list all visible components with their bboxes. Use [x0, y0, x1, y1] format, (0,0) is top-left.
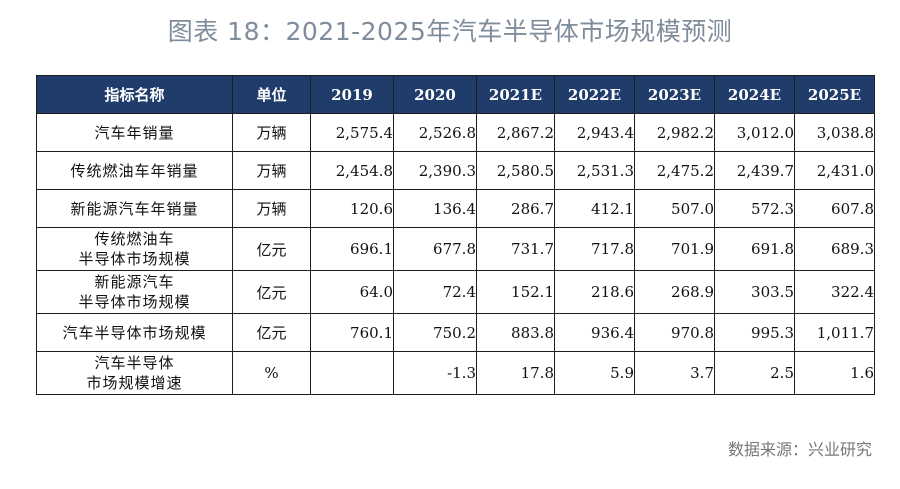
row-name-text: 传统燃油车 — [94, 230, 175, 248]
value-cell: 303.5 — [714, 270, 795, 314]
row-name-text: 新能源汽车 — [94, 273, 175, 291]
value-cell: 1,011.7 — [794, 313, 875, 352]
header-cell: 2021E — [476, 75, 555, 114]
value-cell: 760.1 — [310, 313, 394, 352]
row-name-text: 半导体市场规模 — [78, 250, 191, 268]
unit-cell: 万辆 — [232, 189, 311, 228]
table-row: 汽车年销量 万辆 2,575.4 2,526.8 2,867.2 2,943.4… — [36, 113, 875, 152]
forecast-table: 指标名称 单位 2019 2020 2021E 2022E 2023E 2024… — [36, 75, 875, 395]
header-cell: 2019 — [310, 75, 394, 114]
row-name-text: 市场规模增速 — [86, 374, 183, 392]
value-cell: 750.2 — [393, 313, 477, 352]
value-cell: 2,580.5 — [476, 151, 555, 190]
value-cell: 2,439.7 — [714, 151, 795, 190]
value-cell: 507.0 — [634, 189, 715, 228]
value-cell: 607.8 — [794, 189, 875, 228]
value-cell: 2,943.4 — [554, 113, 635, 152]
value-cell: 17.8 — [476, 351, 555, 395]
value-cell: 995.3 — [714, 313, 795, 352]
row-name-text: 汽车年销量 — [94, 123, 175, 142]
value-cell: 717.8 — [554, 227, 635, 271]
row-name-text: 半导体市场规模 — [78, 293, 191, 311]
row-name-cell: 新能源汽车 半导体市场规模 — [36, 270, 233, 314]
value-cell: 691.8 — [714, 227, 795, 271]
header-cell: 指标名称 — [36, 75, 233, 114]
value-cell: 2,867.2 — [476, 113, 555, 152]
value-cell — [310, 351, 394, 395]
value-cell: 72.4 — [393, 270, 477, 314]
value-cell: 883.8 — [476, 313, 555, 352]
value-cell: 64.0 — [310, 270, 394, 314]
row-name-text: 传统燃油车年销量 — [70, 161, 199, 180]
table-row: 新能源汽车 半导体市场规模 亿元 64.0 72.4 152.1 218.6 2… — [36, 270, 875, 314]
value-cell: -1.3 — [393, 351, 477, 395]
header-cell: 2025E — [794, 75, 875, 114]
table-row: 汽车半导体市场规模 亿元 760.1 750.2 883.8 936.4 970… — [36, 313, 875, 352]
table-header-row: 指标名称 单位 2019 2020 2021E 2022E 2023E 2024… — [36, 75, 875, 114]
value-cell: 2,390.3 — [393, 151, 477, 190]
value-cell: 152.1 — [476, 270, 555, 314]
value-cell: 677.8 — [393, 227, 477, 271]
table-row: 传统燃油车年销量 万辆 2,454.8 2,390.3 2,580.5 2,53… — [36, 151, 875, 190]
unit-cell: 亿元 — [232, 227, 311, 271]
header-cell: 2022E — [554, 75, 635, 114]
header-cell: 2020 — [393, 75, 477, 114]
value-cell: 2,475.2 — [634, 151, 715, 190]
unit-cell: 万辆 — [232, 151, 311, 190]
value-cell: 2,575.4 — [310, 113, 394, 152]
value-cell: 268.9 — [634, 270, 715, 314]
value-cell: 689.3 — [794, 227, 875, 271]
value-cell: 322.4 — [794, 270, 875, 314]
row-name-cell: 汽车半导体 市场规模增速 — [36, 351, 233, 395]
row-name-cell: 新能源汽车年销量 — [36, 189, 233, 228]
table-row: 传统燃油车 半导体市场规模 亿元 696.1 677.8 731.7 717.8… — [36, 227, 875, 271]
value-cell: 970.8 — [634, 313, 715, 352]
row-name-text: 汽车半导体市场规模 — [62, 323, 207, 342]
value-cell: 731.7 — [476, 227, 555, 271]
row-name-cell: 汽车半导体市场规模 — [36, 313, 233, 352]
unit-cell: % — [232, 351, 311, 395]
value-cell: 2,454.8 — [310, 151, 394, 190]
value-cell: 412.1 — [554, 189, 635, 228]
value-cell: 701.9 — [634, 227, 715, 271]
row-name-cell: 传统燃油车 半导体市场规模 — [36, 227, 233, 271]
value-cell: 2,431.0 — [794, 151, 875, 190]
value-cell: 1.6 — [794, 351, 875, 395]
unit-cell: 万辆 — [232, 113, 311, 152]
value-cell: 5.9 — [554, 351, 635, 395]
row-name-cell: 汽车年销量 — [36, 113, 233, 152]
value-cell: 3,012.0 — [714, 113, 795, 152]
table-row: 新能源汽车年销量 万辆 120.6 136.4 286.7 412.1 507.… — [36, 189, 875, 228]
value-cell: 120.6 — [310, 189, 394, 228]
row-name-text: 汽车半导体 — [94, 354, 175, 372]
header-cell: 单位 — [232, 75, 311, 114]
header-cell: 2024E — [714, 75, 795, 114]
value-cell: 2,531.3 — [554, 151, 635, 190]
row-name-text: 新能源汽车年销量 — [70, 199, 199, 218]
value-cell: 572.3 — [714, 189, 795, 228]
page-title: 图表 18：2021-2025年汽车半导体市场规模预测 — [167, 17, 733, 46]
value-cell: 136.4 — [393, 189, 477, 228]
value-cell: 2,982.2 — [634, 113, 715, 152]
header-cell: 2023E — [634, 75, 715, 114]
value-cell: 2.5 — [714, 351, 795, 395]
value-cell: 286.7 — [476, 189, 555, 228]
value-cell: 218.6 — [554, 270, 635, 314]
source-note: 数据来源：兴业研究 — [727, 440, 872, 459]
row-name-cell: 传统燃油车年销量 — [36, 151, 233, 190]
value-cell: 696.1 — [310, 227, 394, 271]
value-cell: 3.7 — [634, 351, 715, 395]
value-cell: 3,038.8 — [794, 113, 875, 152]
unit-cell: 亿元 — [232, 313, 311, 352]
value-cell: 936.4 — [554, 313, 635, 352]
value-cell: 2,526.8 — [393, 113, 477, 152]
unit-cell: 亿元 — [232, 270, 311, 314]
table-row: 汽车半导体 市场规模增速 % -1.3 17.8 5.9 3.7 2.5 1.6 — [36, 351, 875, 395]
